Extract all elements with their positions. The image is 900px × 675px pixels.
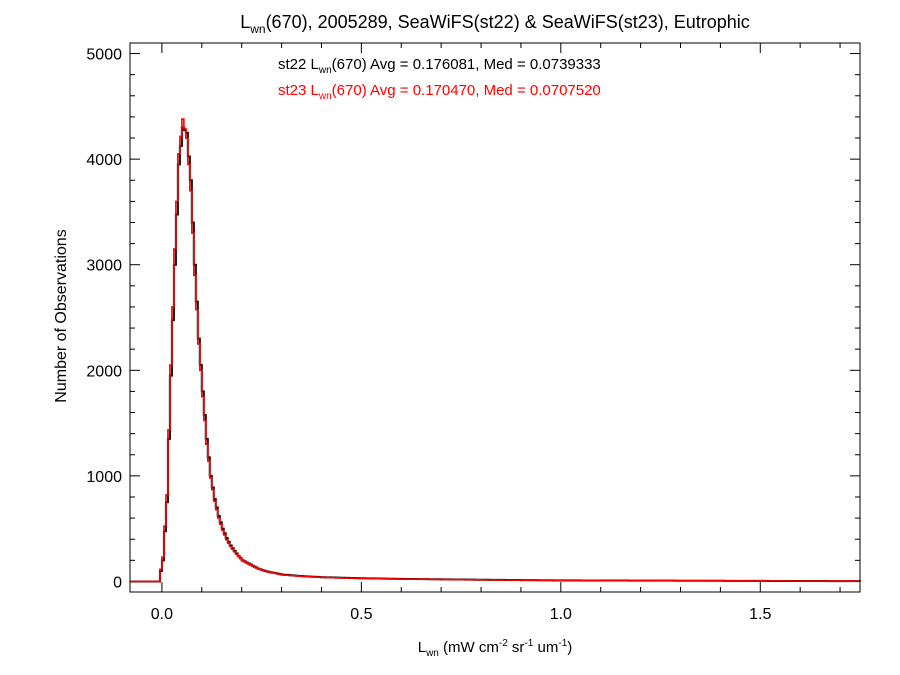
x-axis-label-prefix: L [418,639,426,656]
x-axis-label: Lwn (mW cm-2 sr-1 um-1) [418,638,573,659]
y-tick-label: 4000 [86,152,122,169]
x-axis-label-part1: (mW cm [439,639,499,656]
annotation-st23-prefix: st23 L [278,82,319,99]
x-axis-label-sup1: -2 [499,638,508,649]
y-tick-label: 1000 [86,469,122,486]
x-tick-label: 0.5 [350,606,372,623]
chart-title-subscript: wn [249,22,265,36]
annotation-st23-suffix: (670) Avg = 0.170470, Med = 0.0707520 [332,82,601,99]
series-st23-histogram [130,118,861,583]
annotation-st23: st23 Lwn(670) Avg = 0.170470, Med = 0.07… [278,82,601,102]
plot-frame [129,42,861,593]
y-axis-label: Number of Observations [53,229,70,402]
annotation-st22-suffix: (670) Avg = 0.176081, Med = 0.0739333 [332,56,601,73]
series-layer [130,118,861,583]
chart-title-prefix: L [240,12,250,32]
x-axis-label-sup2: -1 [524,638,533,649]
y-tick-label: 3000 [86,258,122,275]
x-tick-label: 0.0 [151,606,173,623]
y-tick-label: 2000 [86,363,122,380]
annotation-st23-sub: wn [318,91,332,102]
x-axis-label-sup3: -1 [558,638,567,649]
chart-title-suffix: (670), 2005289, SeaWiFS(st22) & SeaWiFS(… [266,12,750,32]
annotation-st22-prefix: st22 L [278,56,319,73]
x-tick-label: 1.5 [749,606,771,623]
x-axis-label-part4: ) [567,639,572,656]
y-tick-label: 5000 [86,47,122,64]
x-axis-label-part2: sr [508,639,525,656]
chart-title: Lwn(670), 2005289, SeaWiFS(st22) & SeaWi… [240,12,750,36]
x-axis-label-sub: wn [425,648,439,659]
annotation-st22: st22 Lwn(670) Avg = 0.176081, Med = 0.07… [278,56,601,76]
annotation-st22-sub: wn [318,65,332,76]
x-tick-label: 1.0 [550,606,572,623]
y-tick-label: 0 [113,574,122,591]
x-axis-label-part3: um [533,639,558,656]
